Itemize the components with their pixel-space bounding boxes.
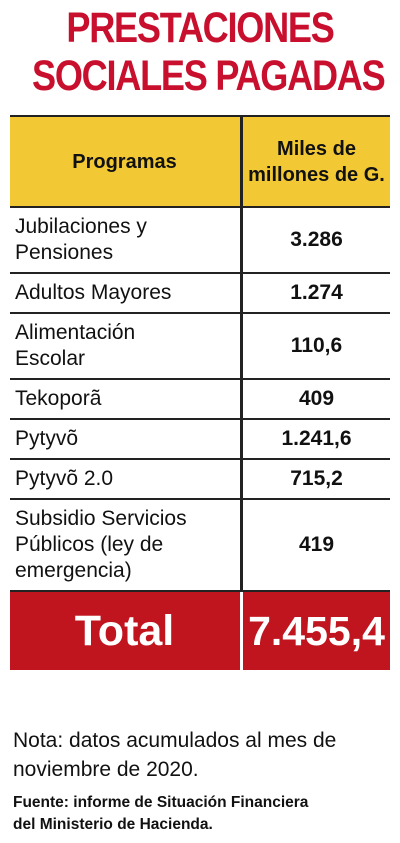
value-cell: 419 bbox=[241, 498, 390, 591]
table-row: Jubilaciones y Pensiones 3.286 bbox=[10, 206, 390, 273]
note-line-2: noviembre de 2020. bbox=[13, 758, 199, 781]
program-cell: Pytyvõ bbox=[10, 418, 243, 459]
note-line-1: Nota: datos acumulados al mes de bbox=[13, 729, 337, 752]
program-line-1: Jubilaciones y bbox=[15, 215, 147, 238]
program-cell: Jubilaciones y Pensiones bbox=[10, 206, 243, 273]
table-header-row: Programas Miles de millones de G. bbox=[10, 115, 390, 207]
program-line-1: Alimentación bbox=[15, 321, 136, 344]
benefits-table: Programas Miles de millones de G. Jubila… bbox=[10, 115, 390, 670]
table-row: Adultos Mayores 1.274 bbox=[10, 272, 390, 313]
table-row: Tekoporã 409 bbox=[10, 378, 390, 419]
value-cell: 1.274 bbox=[241, 272, 390, 313]
program-line-2: Escolar bbox=[15, 347, 86, 370]
program-cell: Adultos Mayores bbox=[10, 272, 243, 313]
program-line-1: Tekoporã bbox=[15, 387, 102, 410]
program-cell: Subsidio Servicios Públicos (ley de emer… bbox=[10, 498, 243, 591]
program-line-1: Pytyvõ 2.0 bbox=[15, 467, 114, 490]
header-value-line-2: millones de G. bbox=[248, 163, 385, 186]
table-row: Subsidio Servicios Públicos (ley de emer… bbox=[10, 498, 390, 591]
header-value-line-1: Miles de bbox=[277, 137, 356, 160]
program-cell: Pytyvõ 2.0 bbox=[10, 458, 243, 499]
value-cell: 110,6 bbox=[241, 312, 390, 379]
source-line-1: Fuente: informe de Situación Financiera bbox=[13, 794, 309, 811]
program-line-1: Subsidio Servicios bbox=[15, 507, 187, 530]
program-line-2: Pensiones bbox=[15, 241, 114, 264]
header-programs: Programas bbox=[10, 115, 243, 207]
note: Nota: datos acumulados al mes de noviemb… bbox=[13, 726, 393, 784]
header-value: Miles de millones de G. bbox=[241, 115, 390, 207]
value-cell: 3.286 bbox=[241, 206, 390, 273]
table-total-row: Total 7.455,4 bbox=[10, 590, 390, 670]
program-cell: Tekoporã bbox=[10, 378, 243, 419]
program-line-2: Públicos (ley de bbox=[15, 533, 164, 556]
table-row: Pytyvõ 1.241,6 bbox=[10, 418, 390, 459]
title-line-1: PRESTACIONES bbox=[66, 4, 334, 52]
source-credit: Fuente: informe de Situación Financiera … bbox=[13, 792, 398, 836]
program-line-1: Adultos Mayores bbox=[15, 281, 172, 304]
infographic-title: PRESTACIONES SOCIALES PAGADAS bbox=[32, 4, 386, 100]
program-line-3: emergencia) bbox=[15, 559, 132, 582]
program-line-1: Pytyvõ bbox=[15, 427, 79, 450]
total-value: 7.455,4 bbox=[241, 590, 390, 670]
total-label: Total bbox=[10, 590, 243, 670]
value-cell: 715,2 bbox=[241, 458, 390, 499]
table-row: Alimentación Escolar 110,6 bbox=[10, 312, 390, 379]
program-cell: Alimentación Escolar bbox=[10, 312, 243, 379]
value-cell: 1.241,6 bbox=[241, 418, 390, 459]
source-line-2: del Ministerio de Hacienda. bbox=[13, 816, 213, 833]
title-line-2: SOCIALES PAGADAS bbox=[32, 52, 386, 100]
value-cell: 409 bbox=[241, 378, 390, 419]
table-row: Pytyvõ 2.0 715,2 bbox=[10, 458, 390, 499]
